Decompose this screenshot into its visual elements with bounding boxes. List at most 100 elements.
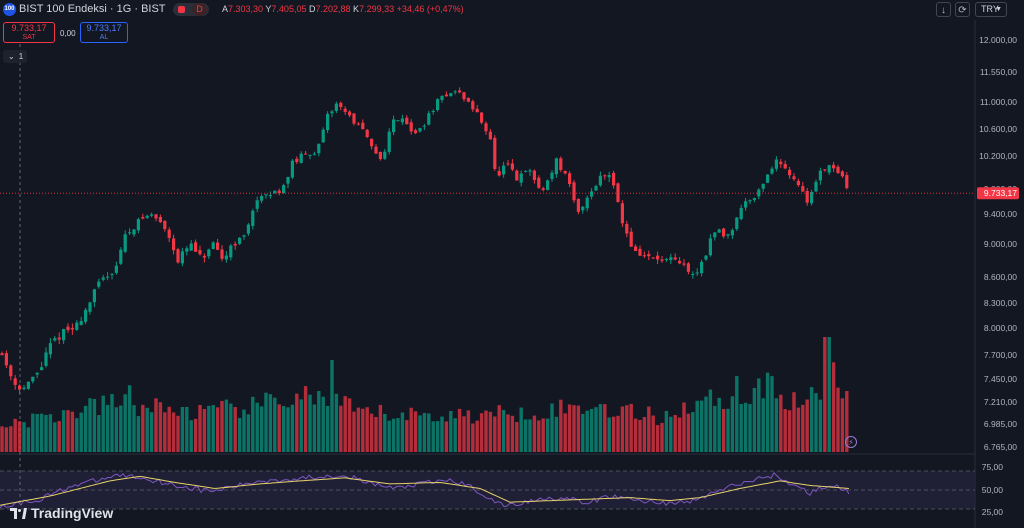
candle-body (321, 129, 325, 143)
currency-select[interactable]: TRY ▼ (975, 2, 1007, 17)
price-axis-label: 12.000,00 (979, 35, 1017, 45)
volume-bar (312, 404, 317, 452)
volume-bar (655, 425, 660, 452)
volume-bar (83, 405, 88, 452)
volume-bar (717, 397, 721, 452)
volume-bar (831, 362, 836, 452)
volume-bar (633, 418, 638, 452)
market-status-pill[interactable]: D (173, 3, 209, 16)
volume-bar (743, 402, 748, 452)
candle-body (616, 183, 620, 202)
candle-body (185, 248, 189, 252)
candle-body (4, 353, 8, 366)
volume-bar (149, 412, 154, 452)
candle-body (427, 113, 431, 125)
candle-body (783, 164, 787, 169)
candle-body (84, 309, 88, 322)
volume-bar (215, 407, 220, 452)
volume-bar (145, 407, 149, 452)
candle-body (242, 235, 246, 237)
candle-body (603, 175, 607, 177)
candle-body (255, 200, 259, 209)
legend-toggle[interactable]: ⌄ 1 (3, 50, 27, 63)
volume-bar (427, 413, 431, 452)
candle-body (642, 255, 646, 257)
candle-body (704, 255, 708, 260)
candle-body (678, 260, 682, 264)
volume-bar (567, 404, 572, 452)
price-axis-label: 10.600,00 (979, 124, 1017, 134)
candle-body (400, 118, 404, 123)
candle-body (290, 160, 294, 178)
candle-body (581, 206, 585, 211)
volume-bar (440, 416, 444, 452)
sell-button[interactable]: 9.733,17 SAT (3, 22, 55, 43)
candle-body (409, 122, 413, 132)
volume-bar (347, 398, 352, 452)
volume-bar (422, 412, 427, 452)
candle-body (700, 261, 704, 274)
candle-body (229, 245, 233, 258)
candle-body (664, 258, 668, 260)
volume-bar (774, 398, 779, 452)
candle-body (326, 113, 330, 131)
candle-body (57, 337, 61, 340)
candle-body (282, 185, 286, 194)
volume-bar (598, 404, 603, 452)
volume-bar (114, 407, 119, 452)
candle-body (744, 201, 748, 208)
volume-bar (792, 392, 796, 452)
candle-body (44, 352, 48, 366)
lightning-icon[interactable]: ⚡ (845, 436, 857, 448)
last-price-label: 9.733,17 (984, 188, 1017, 198)
candle-body (392, 119, 396, 133)
volume-bar (625, 405, 629, 452)
volume-bar (229, 403, 233, 452)
candle-body (524, 170, 528, 172)
volume-bar (158, 402, 163, 452)
volume-bar (523, 419, 528, 452)
candle-body (176, 249, 180, 263)
candle-body (264, 194, 268, 196)
chevron-down-icon: ▼ (995, 6, 1002, 13)
reset-chart-icon[interactable]: ⟳ (955, 2, 970, 17)
candle-body (814, 181, 818, 192)
candle-body (106, 276, 110, 278)
candle-body (387, 131, 391, 152)
download-icon[interactable]: ↓ (936, 2, 951, 17)
candle-body (189, 243, 193, 251)
candle-body (211, 242, 215, 249)
candle-body (682, 263, 686, 265)
volume-bar (171, 412, 176, 452)
volume-bar (818, 399, 823, 452)
candle-body (97, 281, 101, 287)
buy-label: AL (99, 34, 109, 41)
candle-body (788, 169, 792, 176)
volume-bar (611, 416, 616, 452)
volume-bar (475, 420, 479, 452)
candle-body (207, 249, 211, 257)
price-axis-label: 11.550,00 (980, 67, 1017, 77)
candle-body (70, 328, 74, 330)
volume-bar (361, 408, 365, 452)
symbol-title[interactable]: BIST 100 Endeksi · 1G · BIST (19, 3, 166, 15)
buy-button[interactable]: 9.733,17 AL (80, 22, 128, 43)
volume-bar (647, 406, 651, 452)
volume-bar (664, 410, 669, 452)
high-value: 7.405,05 (271, 4, 307, 14)
candle-body (832, 164, 836, 169)
open-value: 7.303,30 (228, 4, 264, 14)
candle-body (717, 229, 721, 233)
candle-body (431, 111, 435, 113)
candle-body (194, 242, 198, 252)
market-status-badge: D (192, 3, 207, 16)
candle-body (53, 338, 57, 341)
symbol-logo: 100 (3, 3, 16, 16)
volume-bar (0, 426, 4, 452)
candle-body (356, 123, 360, 125)
volume-bar (541, 418, 545, 452)
rsi-line (0, 471, 850, 509)
candle-body (370, 138, 374, 147)
volume-bar (457, 408, 462, 452)
